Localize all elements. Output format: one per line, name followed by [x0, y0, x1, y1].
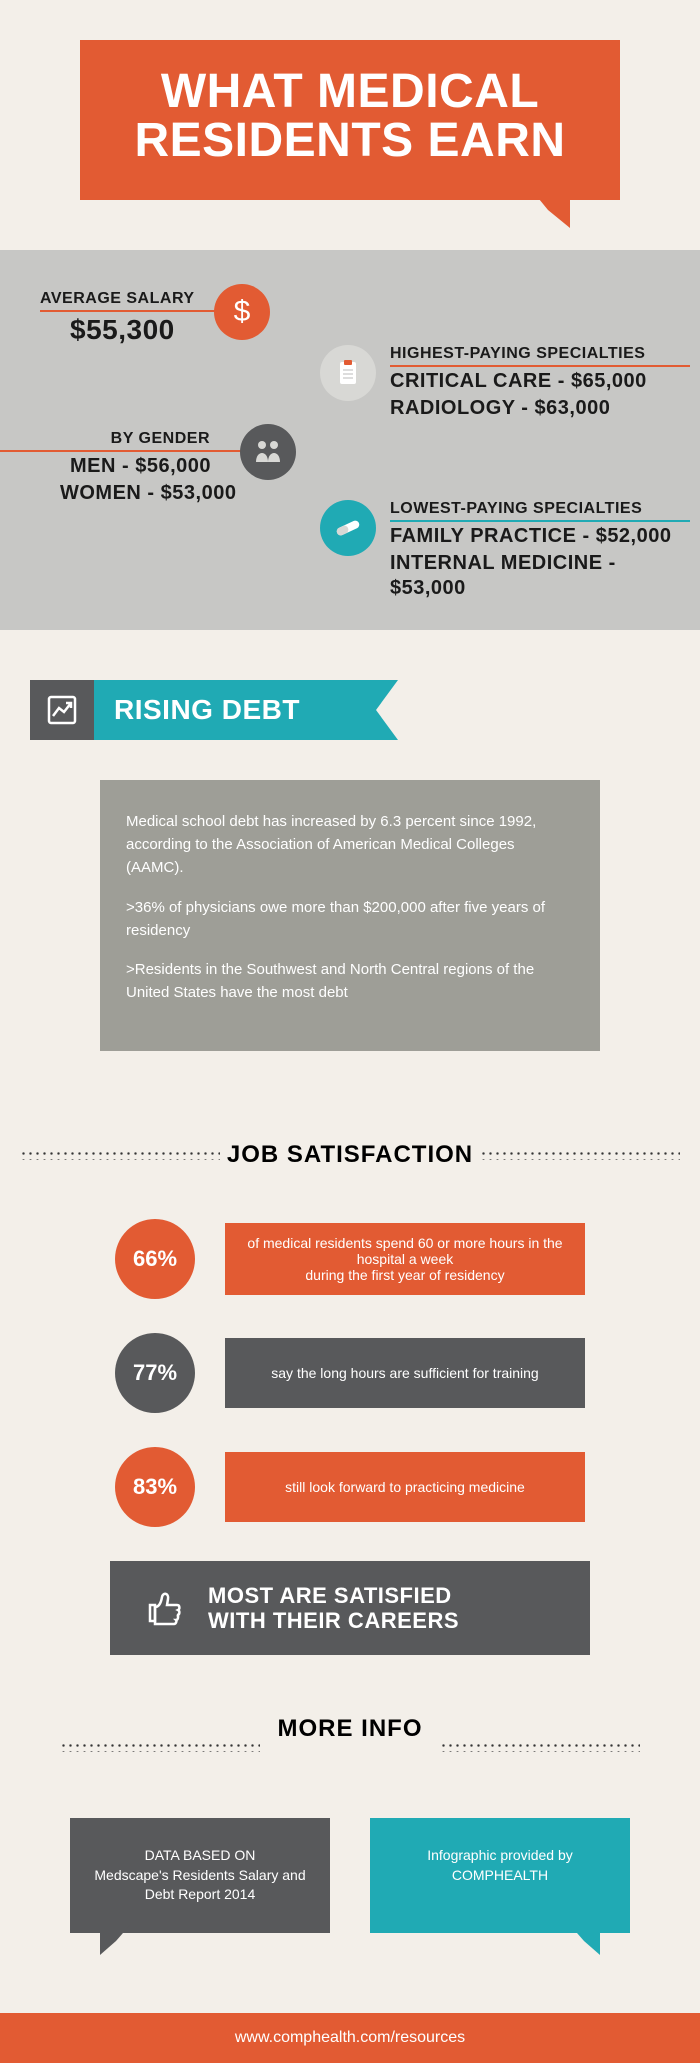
- gender-women: WOMEN - $53,000: [60, 481, 260, 506]
- chart-up-icon: [30, 680, 94, 740]
- more-info-title: MORE INFO: [278, 1715, 423, 1743]
- debt-facts-box: Medical school debt has increased by 6.3…: [100, 780, 600, 1051]
- satisfaction-summary-text: MOST ARE SATISFIED WITH THEIR CAREERS: [208, 1583, 459, 1634]
- salary-stats-panel: $ AVERAGE SALARY $55,300 BY GENDER MEN -…: [0, 250, 700, 630]
- highest-1: CRITICAL CARE - $65,000: [390, 369, 690, 394]
- lowest-1: FAMILY PRACTICE - $52,000: [390, 524, 690, 549]
- title-line-2: RESIDENTS EARN: [134, 114, 565, 167]
- divider: [390, 365, 690, 367]
- avg-salary-label: AVERAGE SALARY: [40, 290, 240, 308]
- sat-text-1: of medical residents spend 60 or more ho…: [225, 1223, 585, 1295]
- sat-pct-3: 83%: [115, 1447, 195, 1527]
- gender-men: MEN - $56,000: [60, 454, 260, 479]
- page-title: WHAT MEDICAL RESIDENTS EARN: [100, 68, 600, 166]
- ribbon-tail: [340, 680, 398, 740]
- source-line-1: DATA BASED ON: [92, 1846, 308, 1866]
- divider: [0, 450, 260, 452]
- title-speech-bubble: WHAT MEDICAL RESIDENTS EARN: [80, 40, 620, 200]
- source-line-2: Medscape's Residents Salary and Debt Rep…: [92, 1866, 308, 1905]
- avg-salary-stat: $ AVERAGE SALARY $55,300: [40, 290, 240, 346]
- sat-pct-1: 66%: [115, 1219, 195, 1299]
- provider-line-2: COMPHEALTH: [392, 1866, 608, 1886]
- sat-row-2: 77% say the long hours are sufficient fo…: [0, 1333, 700, 1413]
- lowest-2: INTERNAL MEDICINE - $53,000: [390, 551, 690, 601]
- satisfaction-summary: MOST ARE SATISFIED WITH THEIR CAREERS: [110, 1561, 590, 1656]
- title-line-1: WHAT MEDICAL: [161, 65, 539, 118]
- sat-row-3: 83% still look forward to practicing med…: [0, 1447, 700, 1527]
- footer-url: www.comphealth.com/resources: [235, 2029, 465, 2046]
- lowest-paying-stat: LOWEST-PAYING SPECIALTIES FAMILY PRACTIC…: [390, 500, 690, 601]
- provider-line-1: Infographic provided by: [392, 1846, 608, 1866]
- debt-fact-3: >Residents in the Southwest and North Ce…: [126, 958, 574, 1005]
- divider: [390, 520, 690, 522]
- gender-label: BY GENDER: [60, 430, 260, 448]
- rising-debt-section: RISING DEBT Medical school debt has incr…: [0, 630, 700, 1101]
- rising-debt-title: RISING DEBT: [94, 680, 340, 740]
- dollar-icon: $: [214, 284, 270, 340]
- pill-icon: [320, 500, 376, 556]
- highest-paying-stat: HIGHEST-PAYING SPECIALTIES CRITICAL CARE…: [390, 345, 690, 421]
- highest-label: HIGHEST-PAYING SPECIALTIES: [390, 345, 690, 363]
- job-satisfaction-title: JOB SATISFACTION: [227, 1141, 473, 1169]
- divider: [40, 310, 240, 312]
- data-source-box: DATA BASED ON Medscape's Residents Salar…: [70, 1818, 330, 1933]
- lowest-label: LOWEST-PAYING SPECIALTIES: [390, 500, 690, 518]
- sat-text-2: say the long hours are sufficient for tr…: [225, 1338, 585, 1408]
- dotted-heading: JOB SATISFACTION: [0, 1141, 700, 1169]
- thumbs-up-icon: [140, 1583, 184, 1632]
- header-section: WHAT MEDICAL RESIDENTS EARN: [0, 0, 700, 250]
- more-info-section: MORE INFO DATA BASED ON Medscape's Resid…: [0, 1655, 700, 2013]
- summary-line-2: WITH THEIR CAREERS: [208, 1608, 459, 1633]
- avg-salary-value: $55,300: [40, 314, 240, 346]
- footer-bar: www.comphealth.com/resources: [0, 2013, 700, 2063]
- job-satisfaction-section: JOB SATISFACTION 66% of medical resident…: [0, 1141, 700, 1656]
- debt-fact-2: >36% of physicians owe more than $200,00…: [126, 896, 574, 943]
- sat-pct-2: 77%: [115, 1333, 195, 1413]
- gender-stat: BY GENDER MEN - $56,000 WOMEN - $53,000: [60, 430, 260, 506]
- highest-2: RADIOLOGY - $63,000: [390, 396, 690, 421]
- dotted-heading: MORE INFO: [40, 1715, 660, 1778]
- sat-text-3: still look forward to practicing medicin…: [225, 1452, 585, 1522]
- sat-row-1: 66% of medical residents spend 60 or mor…: [0, 1219, 700, 1299]
- provider-box: Infographic provided by COMPHEALTH: [370, 1818, 630, 1933]
- summary-line-1: MOST ARE SATISFIED: [208, 1583, 452, 1608]
- people-icon: [240, 424, 296, 480]
- clipboard-icon: [320, 345, 376, 401]
- debt-fact-1: Medical school debt has increased by 6.3…: [126, 810, 574, 880]
- rising-debt-ribbon: RISING DEBT: [30, 680, 670, 740]
